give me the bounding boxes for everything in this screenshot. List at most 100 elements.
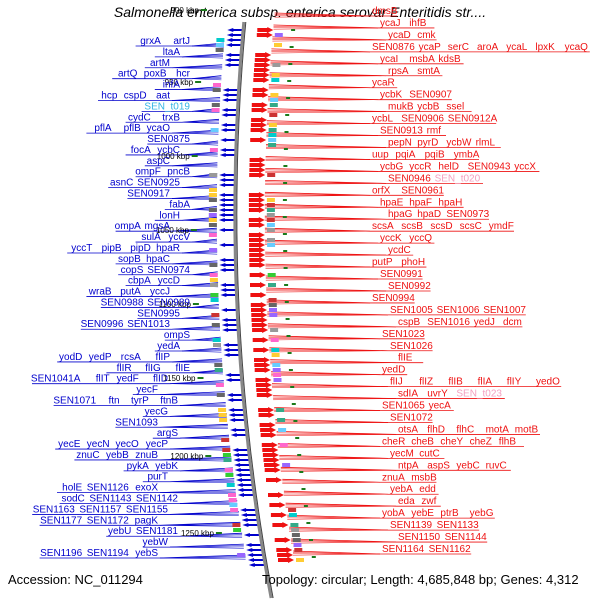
- gene-label[interactable]: cmk: [417, 30, 436, 41]
- gene-label[interactable]: SEN1155: [126, 504, 169, 515]
- gene-label[interactable]: flIR: [117, 363, 132, 374]
- gene-label[interactable]: holE: [62, 483, 82, 494]
- gene-label[interactable]: hpaG: [388, 209, 413, 220]
- gene-label[interactable]: SEN1026: [390, 341, 433, 352]
- gene-label[interactable]: pipB: [102, 243, 122, 254]
- gene-label[interactable]: yecN: [87, 439, 110, 450]
- gene-label[interactable]: flIB: [448, 377, 463, 388]
- gene-label[interactable]: flIG: [145, 363, 161, 374]
- gene-label[interactable]: flIE: [176, 363, 191, 374]
- gene-label[interactable]: ycbC: [157, 145, 180, 156]
- gene-label[interactable]: cspD: [124, 90, 147, 101]
- gene-label[interactable]: mgsA: [144, 221, 170, 232]
- gene-label[interactable]: rcsA: [121, 352, 141, 363]
- gene-label[interactable]: yccV: [168, 232, 190, 243]
- gene-label[interactable]: SEN0988: [101, 297, 144, 308]
- gene-label[interactable]: hpaE: [380, 197, 404, 208]
- gene-label[interactable]: pepN: [388, 138, 412, 149]
- gene-label[interactable]: pqiA: [395, 149, 415, 160]
- gene-label[interactable]: wraB: [88, 287, 112, 298]
- gene-label[interactable]: SEN0925: [137, 178, 180, 189]
- gene-label[interactable]: poxB: [144, 69, 167, 80]
- gene-label[interactable]: uup: [372, 149, 389, 160]
- gene-label[interactable]: SEN0995: [137, 308, 180, 319]
- gene-label[interactable]: ycaP: [419, 42, 442, 53]
- gene-label[interactable]: exoX: [135, 483, 158, 494]
- gene-label[interactable]: yedO: [536, 377, 560, 388]
- gene-label[interactable]: SEN1016: [427, 317, 470, 328]
- gene-label[interactable]: SEN0991: [380, 269, 423, 280]
- gene-label[interactable]: copS: [121, 265, 144, 276]
- gene-label[interactable]: orfX: [372, 185, 391, 196]
- gene-label[interactable]: SEN0907: [409, 90, 452, 101]
- gene-label[interactable]: otsA: [398, 424, 418, 435]
- gene-label[interactable]: ycbW: [446, 138, 472, 149]
- gene-label[interactable]: cbpA: [128, 276, 151, 287]
- gene-label[interactable]: yedJ: [474, 317, 495, 328]
- gene-label[interactable]: cutC: [419, 448, 440, 459]
- gene-label[interactable]: cheZ: [470, 436, 492, 447]
- gene-label[interactable]: ycaL: [506, 42, 528, 53]
- gene-label[interactable]: aat: [156, 90, 170, 101]
- gene-label[interactable]: smtA: [417, 66, 440, 77]
- gene-label[interactable]: ssel: [446, 102, 464, 113]
- gene-label[interactable]: motA: [486, 424, 510, 435]
- gene-label[interactable]: yebS: [135, 548, 158, 559]
- gene-label[interactable]: artM: [150, 58, 170, 69]
- gene-label[interactable]: SEN1144: [445, 532, 488, 543]
- gene-label[interactable]: SEN1013: [127, 319, 170, 330]
- gene-label[interactable]: ycbK: [380, 90, 403, 101]
- gene-label[interactable]: SEN0876: [372, 42, 415, 53]
- gene-label[interactable]: phoH: [401, 257, 425, 268]
- gene-label[interactable]: SEN_t023: [456, 389, 502, 400]
- gene-label[interactable]: ftnB: [160, 395, 178, 406]
- gene-label[interactable]: SEN0992: [388, 281, 431, 292]
- gene-label[interactable]: pflB: [124, 123, 142, 134]
- gene-label[interactable]: ycdC: [388, 245, 411, 256]
- gene-label[interactable]: argS: [157, 428, 178, 439]
- gene-label[interactable]: yccJ: [150, 287, 170, 298]
- gene-label[interactable]: SEN1007: [483, 305, 526, 316]
- gene-label[interactable]: ycaQ: [565, 42, 589, 53]
- gene-label[interactable]: flID: [153, 374, 168, 385]
- gene-label[interactable]: yecM: [390, 448, 414, 459]
- gene-label[interactable]: SEN1162: [429, 544, 472, 555]
- gene-label[interactable]: SEN1142: [136, 494, 179, 505]
- gene-label[interactable]: yecP: [146, 439, 169, 450]
- gene-label[interactable]: ycaD: [388, 30, 411, 41]
- gene-label[interactable]: SEN0989: [147, 297, 190, 308]
- gene-label[interactable]: scsB: [401, 221, 423, 232]
- gene-label[interactable]: cheB: [411, 436, 434, 447]
- gene-label[interactable]: ihfB: [409, 18, 427, 29]
- gene-label[interactable]: hpaH: [438, 197, 462, 208]
- gene-label[interactable]: ycaO: [147, 123, 171, 134]
- gene-label[interactable]: SEN0917: [127, 189, 170, 200]
- gene-label[interactable]: yebA: [390, 484, 413, 495]
- gene-label[interactable]: zwf: [421, 496, 436, 507]
- gene-label[interactable]: yecA: [429, 401, 452, 412]
- gene-label[interactable]: yobA: [382, 508, 405, 519]
- gene-label[interactable]: purT: [147, 472, 168, 483]
- gene-label[interactable]: pyrD: [417, 138, 438, 149]
- gene-label[interactable]: flIZ: [419, 377, 433, 388]
- gene-label[interactable]: ompA: [115, 221, 141, 232]
- gene-label[interactable]: tyrP: [131, 395, 149, 406]
- gene-label[interactable]: lonH: [159, 210, 180, 221]
- gene-label[interactable]: SEN0973: [446, 209, 489, 220]
- gene-label[interactable]: hpaF: [409, 197, 432, 208]
- gene-label[interactable]: flIP: [156, 352, 171, 363]
- gene-label[interactable]: trxB: [162, 112, 180, 123]
- gene-label[interactable]: ruvC: [486, 460, 507, 471]
- gene-label[interactable]: pncB: [167, 167, 190, 178]
- gene-label[interactable]: SEN1143: [89, 494, 132, 505]
- gene-label[interactable]: cydC: [128, 112, 151, 123]
- gene-label[interactable]: SEN1072: [390, 412, 433, 423]
- gene-label[interactable]: ycaI: [380, 54, 398, 65]
- gene-label[interactable]: aroA: [477, 42, 498, 53]
- gene-label[interactable]: ymbA: [454, 149, 480, 160]
- gene-label[interactable]: SEN1126: [87, 483, 130, 494]
- gene-label[interactable]: SEN1093: [115, 417, 158, 428]
- gene-label[interactable]: SEN1172: [87, 515, 130, 526]
- gene-label[interactable]: SEN1157: [79, 504, 122, 515]
- gene-label[interactable]: ycbL: [372, 114, 394, 125]
